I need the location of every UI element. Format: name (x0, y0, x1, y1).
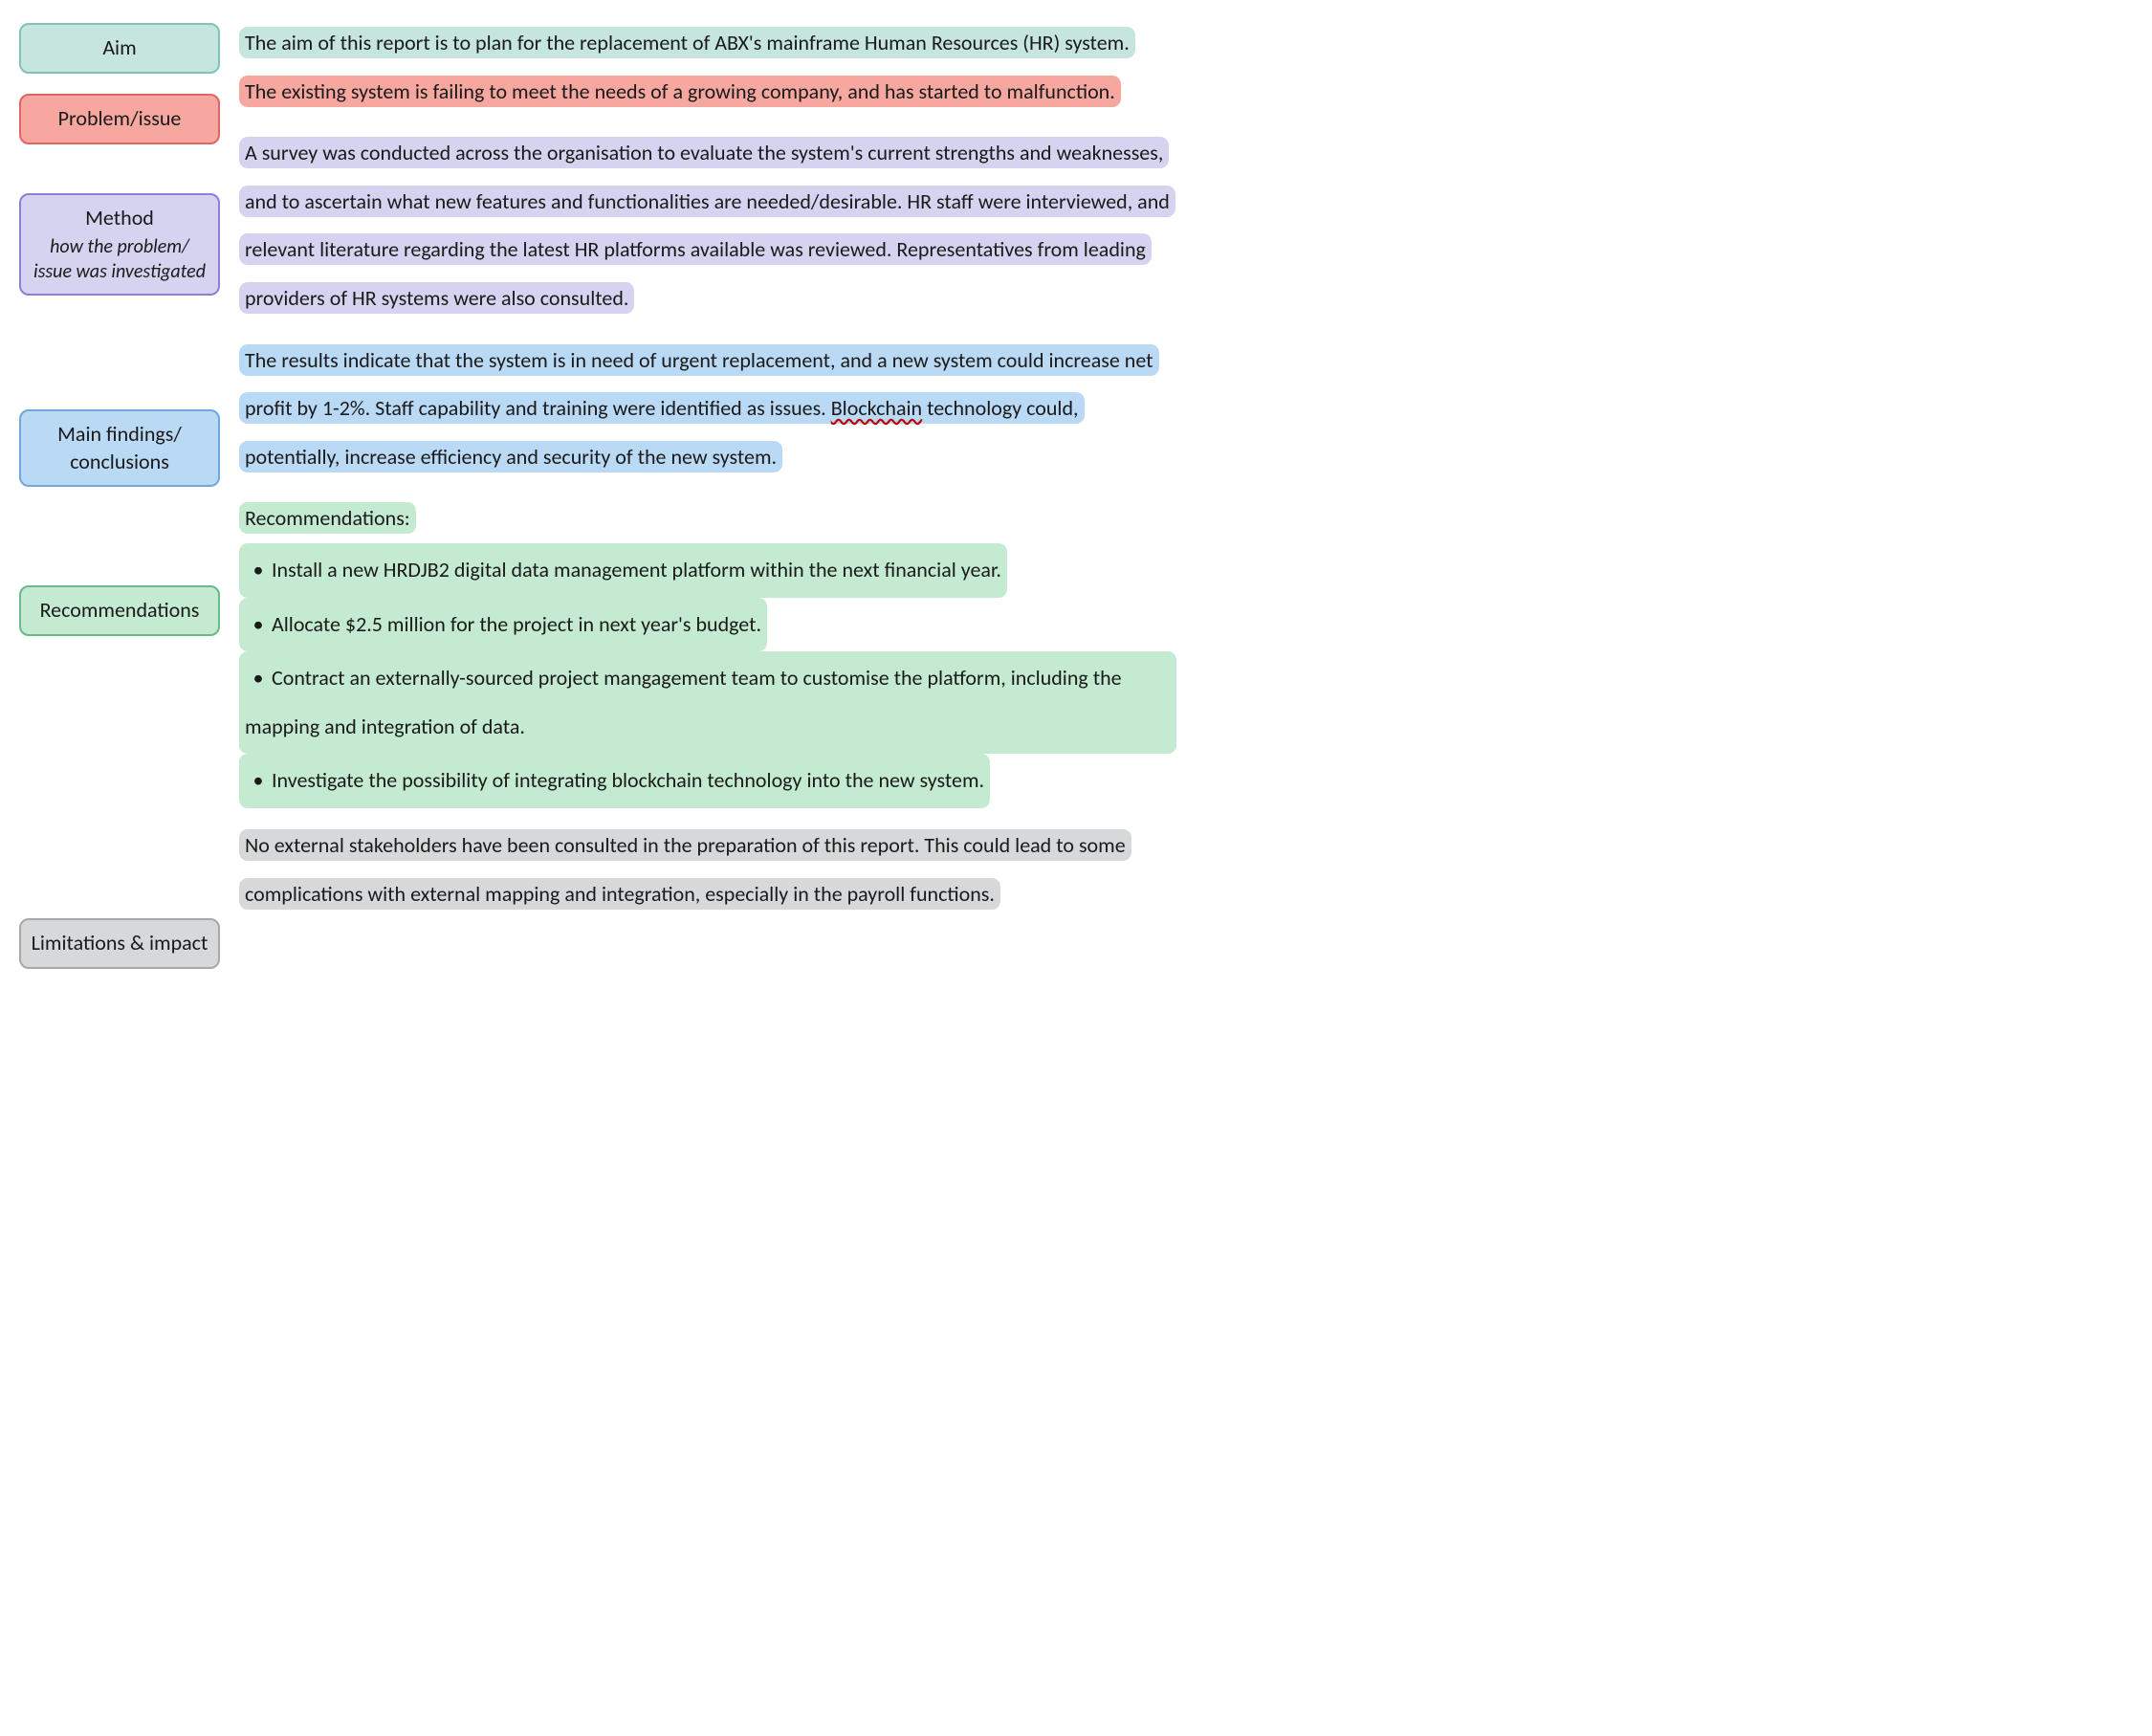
label-aim: Aim (19, 23, 220, 74)
aim-problem-paragraph: The aim of this report is to plan for th… (239, 19, 1176, 116)
bullet-icon: • (245, 757, 272, 805)
aim-highlight: The aim of this report is to plan for th… (239, 27, 1135, 58)
label-problem: Problem/issue (19, 94, 220, 144)
findings-highlight: The results indicate that the system is … (239, 344, 1159, 472)
content-column: The aim of this report is to plan for th… (239, 19, 1176, 932)
problem-highlight: The existing system is failing to meet t… (239, 76, 1121, 107)
recommendation-highlight: •Allocate $2.5 million for the project i… (239, 598, 767, 652)
recommendation-highlight: •Contract an externally-sourced project … (239, 651, 1176, 754)
recommendation-item: •Contract an externally-sourced project … (239, 651, 1176, 754)
method-highlight: A survey was conducted across the organi… (239, 137, 1175, 314)
blockchain-spellmark: Blockchain (831, 395, 922, 421)
label-findings: Main findings/ conclusions (19, 409, 220, 487)
recommendation-item: •Investigate the possibility of integrat… (239, 754, 1176, 808)
limitations-paragraph: No external stakeholders have been consu… (239, 822, 1176, 918)
recommendation-text: Investigate the possibility of integrati… (272, 767, 984, 793)
label-limitations-text: Limitations & impact (32, 930, 209, 956)
limitations-highlight: No external stakeholders have been consu… (239, 829, 1131, 910)
label-recommendations: Recommendations (19, 585, 220, 636)
report-structure-diagram: Aim Problem/issue Method how the problem… (19, 19, 1176, 932)
recommendation-item: •Allocate $2.5 million for the project i… (239, 598, 1176, 652)
recommendation-highlight: •Install a new HRDJB2 digital data manag… (239, 543, 1007, 598)
recommendations-list: •Install a new HRDJB2 digital data manag… (239, 543, 1176, 808)
label-problem-text: Problem/issue (58, 105, 182, 131)
bullet-icon: • (245, 654, 272, 703)
label-findings-text: Main findings/ conclusions (57, 421, 182, 474)
recommendation-text: Install a new HRDJB2 digital data manage… (272, 557, 1001, 582)
label-method: Method how the problem/ issue was invest… (19, 193, 220, 296)
method-paragraph: A survey was conducted across the organi… (239, 129, 1176, 322)
findings-paragraph: The results indicate that the system is … (239, 337, 1176, 482)
bullet-icon: • (245, 601, 272, 649)
recommendations-heading: Recommendations: (239, 502, 416, 534)
label-method-title: Method (85, 205, 154, 231)
bullet-icon: • (245, 546, 272, 595)
label-limitations: Limitations & impact (19, 918, 220, 969)
recommendations-block: Recommendations: •Install a new HRDJB2 d… (239, 494, 1176, 808)
label-recommendations-text: Recommendations (40, 597, 200, 623)
label-method-subtitle: how the problem/ issue was investigated (29, 234, 210, 284)
label-aim-text: Aim (102, 34, 136, 60)
recommendation-text: Allocate $2.5 million for the project in… (272, 611, 761, 637)
recommendation-text: Contract an externally-sourced project m… (245, 665, 1122, 739)
recommendation-item: •Install a new HRDJB2 digital data manag… (239, 543, 1176, 598)
recommendation-highlight: •Investigate the possibility of integrat… (239, 754, 990, 808)
labels-column: Aim Problem/issue Method how the problem… (19, 19, 220, 932)
